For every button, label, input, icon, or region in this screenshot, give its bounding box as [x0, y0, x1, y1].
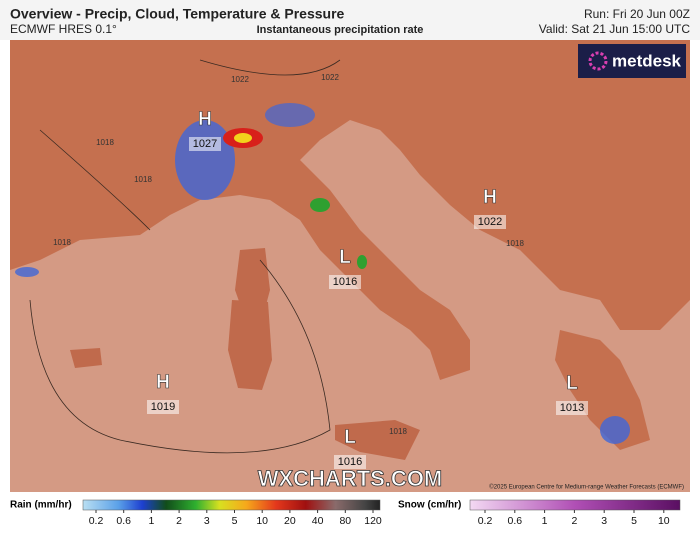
logo-icon: [588, 51, 608, 71]
isobar-label: 1018: [134, 175, 152, 184]
colorbar-tick-label: 0.2: [89, 515, 104, 527]
isobar-label: 1018: [506, 239, 524, 248]
rain-title: Rain (mm/hr): [10, 500, 72, 511]
pressure-center: L: [566, 373, 578, 394]
pressure-value: 1022: [478, 216, 502, 228]
rain-colorbar: [82, 499, 381, 511]
colorbar-tick-label: 0.6: [507, 515, 522, 527]
colorbar-tick-label: 2: [176, 515, 182, 527]
pressure-label-bg: [147, 400, 179, 414]
pressure-label-bg: [329, 275, 361, 289]
isobar-label: 1022: [321, 73, 339, 82]
colorbar-tick-label: 3: [204, 515, 210, 527]
sicily: [335, 420, 420, 460]
product: Instantaneous precipitation rate: [257, 24, 424, 36]
copyright: ©2025 European Centre for Medium-range W…: [489, 484, 684, 491]
logo: metdesk: [612, 51, 682, 70]
pressure-center: L: [344, 427, 356, 448]
pressure-label-bg: [474, 215, 506, 229]
pressure-label-bg: [189, 137, 221, 151]
isobar-label: 1018: [53, 238, 71, 247]
map: H 1027 H 1022 L 1016 H 1019 L 1016 L 1013 1022 1022 1…: [10, 40, 690, 492]
colorbar-tick-label: 40: [312, 515, 324, 527]
isobar-label: 1022: [231, 75, 249, 84]
sardinia: [228, 300, 272, 390]
colorbar-tick-label: 10: [658, 515, 670, 527]
watermark: WXCHARTS.COM: [258, 466, 443, 491]
colorbar-tick-label: 0.2: [478, 515, 493, 527]
isobar-label: 1018: [389, 427, 407, 436]
pressure-center: H: [198, 109, 212, 130]
pressure-value: 1016: [338, 456, 362, 468]
colorbar-tick-label: 5: [232, 515, 238, 527]
pressure-center: L: [339, 247, 351, 268]
colorbar-tick-label: 1: [542, 515, 548, 527]
colorbar-tick-label: 20: [284, 515, 296, 527]
snow-title: Snow (cm/hr): [398, 500, 461, 511]
pressure-center: H: [156, 372, 170, 393]
pressure-value: 1027: [193, 138, 217, 150]
pressure-label-bg: [334, 455, 366, 469]
colorbar-tick-label: 120: [364, 515, 382, 527]
colorbar-tick-label: 5: [631, 515, 637, 527]
header-bg: [0, 0, 700, 40]
colorbar-tick-label: 1: [148, 515, 154, 527]
colorbar-tick-label: 10: [256, 515, 268, 527]
run: Run: Fri 20 Jun 00Z: [584, 7, 690, 21]
colorbar-tick-label: 80: [339, 515, 351, 527]
pressure-label-bg: [556, 401, 588, 415]
colorbar-tick-label: 3: [601, 515, 607, 527]
valid: Valid: Sat 21 Jun 15:00 UTC: [539, 22, 691, 36]
model: ECMWF HRES 0.1°: [10, 22, 117, 36]
mainland: [10, 40, 690, 380]
pressure-value: 1013: [560, 402, 584, 414]
pressure-value: 1016: [333, 276, 357, 288]
logo-box: [578, 44, 686, 78]
pressure-center: H: [483, 187, 497, 208]
balearics: [70, 348, 102, 368]
title: Overview - Precip, Cloud, Temperature & …: [10, 6, 345, 22]
greece: [555, 330, 650, 450]
snow-colorbar: [469, 499, 681, 511]
colorbar-tick-label: 2: [571, 515, 577, 527]
pressure-value: 1019: [151, 401, 175, 413]
isobar-label: 1018: [96, 138, 114, 147]
isobars: [29, 59, 341, 454]
colorbar-tick-label: 0.6: [116, 515, 131, 527]
